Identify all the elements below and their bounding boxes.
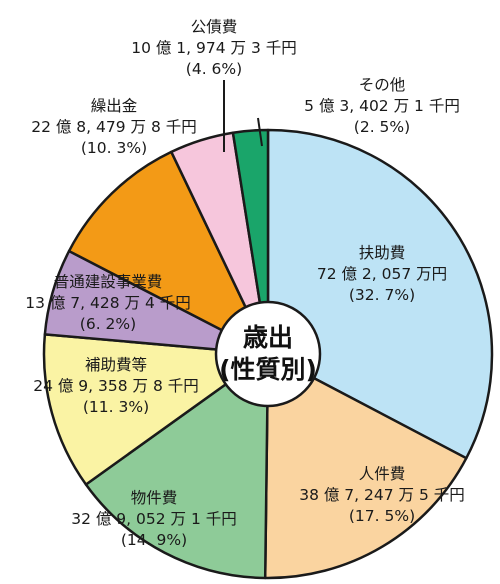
pie-slices	[42, 128, 494, 580]
pie-slice-6	[67, 150, 270, 356]
pie-slice-1	[266, 128, 494, 460]
slice-label-1-amount: 72 億 2, 057 万円	[317, 265, 447, 283]
slice-label-2-name: 人件費	[359, 465, 406, 483]
slice-label-2-amount: 38 億 7, 247 万 5 千円	[299, 486, 465, 504]
slice-labels: 扶助費 72 億 2, 057 万円 (32. 7%) 人件費 38 億 7, 247 …	[25, 18, 465, 549]
pie-slice-8	[231, 128, 270, 356]
slice-label-5-percent: (6. 2%)	[80, 315, 136, 333]
leader-lines	[223, 80, 263, 152]
slice-label-4-percent: (11. 3%)	[83, 398, 149, 416]
slice-label-3-percent: (14. 9%)	[121, 531, 187, 549]
slice-label-4-amount: 24 億 9, 358 万 8 千円	[33, 377, 199, 395]
slice-label-2-percent: (17. 5%)	[349, 507, 415, 525]
slice-label-4-name: 補助費等	[85, 356, 147, 374]
slice-label-5-amount: 13 億 7, 428 万 4 千円	[25, 294, 191, 312]
center-label-line2: (性質別)	[219, 355, 317, 384]
slice-label-5-name: 普通建設事業費	[54, 273, 163, 291]
slice-label-8-amount: 5 億 3, 402 万 1 千円	[304, 97, 460, 115]
slice-label-8-percent: (2. 5%)	[354, 118, 410, 136]
slice-label-6-percent: (10. 3%)	[81, 139, 147, 157]
pie-slice-2	[263, 352, 468, 580]
slice-label-1-name: 扶助費	[359, 244, 406, 262]
slice-label-1-percent: (32. 7%)	[349, 286, 415, 304]
center-label-line1: 歳出	[243, 323, 293, 352]
slice-label-7-amount: 10 億 1, 974 万 3 千円	[131, 39, 297, 57]
center-circle	[214, 300, 322, 408]
slice-label-6-name: 繰出金	[91, 97, 138, 115]
slice-label-6-amount: 22 億 8, 479 万 8 千円	[31, 118, 197, 136]
pie-slice-3	[84, 352, 270, 580]
leader-line-8	[257, 117, 263, 147]
slice-label-3-amount: 32 億 9, 052 万 1 千円	[71, 510, 237, 528]
pie-slice-4	[42, 333, 270, 486]
slice-label-8-name: その他	[359, 76, 406, 94]
slice-label-7-name: 公債費	[191, 18, 238, 36]
slice-label-3-name: 物件費	[131, 489, 178, 507]
slice-label-7-percent: (4. 6%)	[186, 60, 242, 78]
